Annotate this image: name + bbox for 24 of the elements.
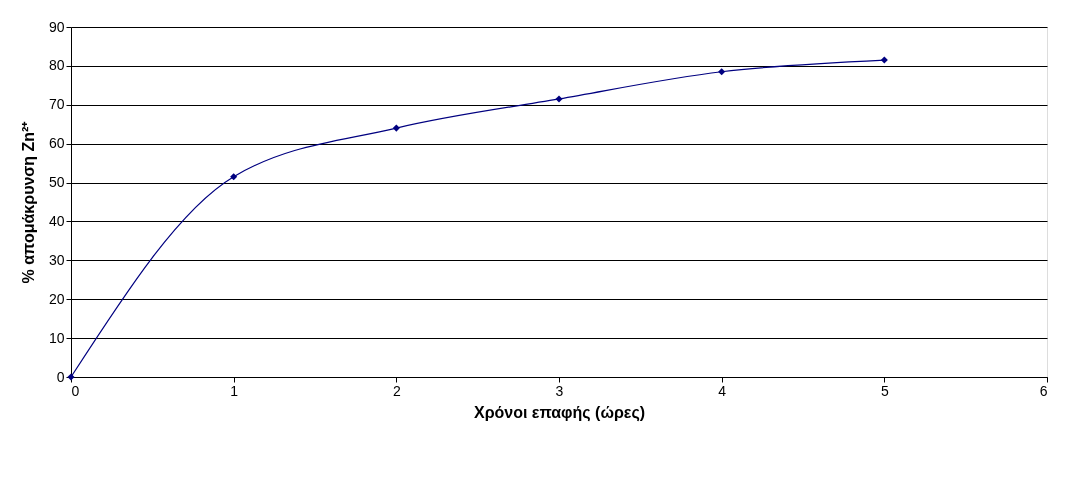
point bbox=[555, 95, 563, 103]
y-tick-label: 30 bbox=[48, 251, 65, 268]
point bbox=[718, 68, 726, 76]
point bbox=[230, 173, 238, 181]
y-tick-label: 80 bbox=[48, 57, 65, 74]
x-tick-label: 5 bbox=[880, 382, 889, 399]
y-tick-label: 10 bbox=[48, 329, 65, 346]
y-tick-label: 20 bbox=[48, 290, 65, 307]
x-axis-title: Χρόνοι επαφής (ώρες) bbox=[473, 403, 646, 422]
y-tick-label: 70 bbox=[48, 96, 65, 113]
y-tick-label: 60 bbox=[48, 135, 65, 152]
y-tick-label: 0 bbox=[56, 368, 65, 385]
y-axis-title: % απομάκρυνση Zn²⁺ bbox=[19, 120, 37, 284]
y-tick-label: 90 bbox=[48, 18, 65, 35]
y-tick-label: 50 bbox=[48, 174, 65, 191]
x-tick-label: 2 bbox=[392, 382, 401, 399]
x-tick-label: 3 bbox=[555, 382, 564, 399]
x-tick-label: 6 bbox=[1039, 382, 1048, 399]
x-tick-label: 0 bbox=[71, 382, 80, 399]
x-tick-label: 1 bbox=[230, 382, 239, 399]
point bbox=[880, 56, 888, 64]
point bbox=[392, 124, 400, 132]
x-tick-label: 4 bbox=[718, 382, 727, 399]
y-tick-label: 40 bbox=[48, 212, 65, 229]
